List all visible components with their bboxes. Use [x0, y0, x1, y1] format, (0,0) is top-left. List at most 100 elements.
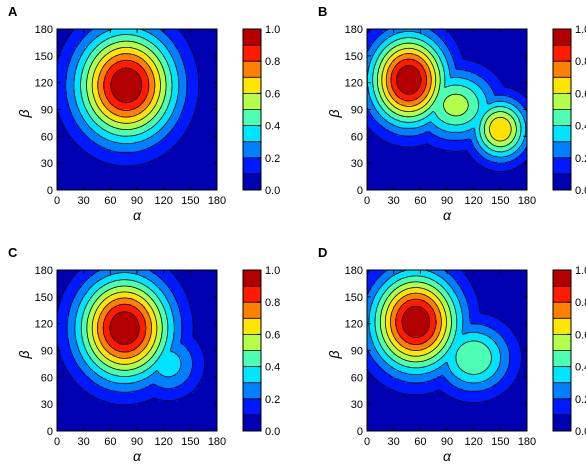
heatmap-cell — [153, 145, 156, 149]
heatmap-cell — [145, 159, 148, 163]
heatmap-cell — [113, 153, 116, 157]
heatmap-cell — [59, 85, 62, 88]
heatmap-cell — [81, 131, 84, 134]
heatmap-cell — [73, 61, 76, 64]
heatmap-cell — [185, 83, 188, 86]
heatmap-cell — [403, 35, 406, 38]
heatmap-cell — [143, 131, 146, 134]
heatmap-cell — [459, 55, 462, 58]
heatmap-cell — [415, 59, 418, 62]
heatmap-cell — [93, 81, 96, 84]
heatmap-cell — [137, 51, 140, 54]
heatmap-cell — [61, 103, 64, 106]
heatmap-cell — [143, 43, 146, 46]
heatmap-cell — [83, 117, 86, 120]
heatmap-cell — [77, 69, 80, 72]
heatmap-cell — [381, 45, 384, 48]
heatmap-cell — [139, 105, 142, 108]
heatmap-cell — [163, 95, 166, 98]
heatmap-cell — [103, 59, 106, 62]
heatmap-cell — [385, 63, 388, 66]
heatmap-cell — [173, 127, 176, 130]
heatmap-cell — [95, 107, 98, 110]
heatmap-cell — [129, 101, 132, 104]
heatmap-cell — [133, 63, 136, 66]
colorbar-segment — [243, 157, 261, 175]
heatmap-cell — [107, 55, 110, 58]
heatmap-cell — [91, 65, 94, 68]
heatmap-cell — [123, 161, 126, 165]
heatmap-cell — [165, 133, 168, 136]
heatmap-cell — [369, 49, 372, 52]
heatmap-cell — [139, 155, 142, 159]
heatmap-cell — [85, 37, 88, 40]
heatmap-cell — [109, 87, 112, 90]
heatmap-cell — [137, 117, 140, 120]
heatmap-cell — [77, 83, 80, 86]
heatmap-cell — [453, 59, 456, 62]
heatmap-cell — [65, 55, 68, 58]
heatmap-cell — [103, 91, 106, 94]
heatmap-cell — [143, 79, 146, 82]
heatmap-cell — [381, 39, 384, 42]
heatmap-cell — [89, 41, 92, 44]
heatmap-cell — [105, 107, 108, 110]
heatmap-cell — [63, 63, 66, 66]
heatmap-cell — [421, 55, 424, 58]
heatmap-cell — [145, 63, 148, 66]
heatmap-cell — [149, 137, 152, 140]
heatmap-cell — [381, 51, 384, 54]
heatmap-cell — [433, 47, 436, 50]
heatmap-cell — [389, 59, 392, 62]
heatmap-cell — [79, 95, 82, 98]
heatmap-cell — [67, 127, 70, 130]
heatmap-cell — [141, 65, 144, 68]
heatmap-cell — [445, 33, 448, 36]
heatmap-cell — [85, 87, 88, 90]
heatmap-cell — [175, 45, 178, 48]
heatmap-cell — [377, 61, 380, 64]
heatmap-cell — [169, 123, 172, 126]
heatmap-cell — [163, 43, 166, 46]
heatmap-cell — [141, 125, 144, 128]
heatmap-cell — [135, 117, 138, 120]
heatmap-cell — [109, 95, 112, 98]
heatmap-cell — [415, 47, 418, 50]
heatmap-cell — [175, 91, 178, 94]
heatmap-cell — [165, 125, 168, 128]
heatmap-cell — [425, 39, 428, 42]
heatmap-cell — [391, 29, 394, 32]
heatmap-cell — [439, 55, 442, 58]
heatmap-cell — [163, 129, 166, 132]
heatmap-cell — [105, 101, 108, 104]
heatmap-cell — [411, 49, 414, 52]
heatmap-cell — [97, 95, 100, 98]
heatmap-cell — [161, 79, 164, 82]
heatmap-cell — [121, 41, 124, 44]
heatmap-cell — [145, 131, 148, 134]
heatmap-cell — [79, 131, 82, 134]
heatmap-cell — [125, 91, 128, 94]
heatmap-cell — [75, 59, 78, 62]
heatmap-cell — [135, 101, 138, 104]
heatmap-cell — [391, 63, 394, 66]
heatmap-cell — [421, 43, 424, 46]
heatmap-cell — [79, 87, 82, 90]
heatmap-cell — [167, 137, 170, 140]
heatmap-cell — [137, 107, 140, 110]
heatmap-cell — [435, 59, 438, 62]
heatmap-cell — [193, 91, 196, 94]
heatmap-cell — [383, 61, 386, 64]
heatmap-cell — [149, 33, 152, 36]
heatmap-cell — [155, 129, 158, 132]
heatmap-cell — [159, 143, 162, 147]
heatmap-cell — [179, 87, 182, 90]
heatmap-cell — [153, 43, 156, 46]
heatmap-cell — [367, 43, 370, 46]
heatmap-cell — [127, 131, 130, 134]
heatmap-cell — [411, 55, 414, 58]
heatmap-cell — [77, 29, 80, 32]
heatmap-cell — [391, 43, 394, 46]
heatmap-cell — [191, 71, 194, 74]
heatmap-cell — [119, 129, 122, 132]
